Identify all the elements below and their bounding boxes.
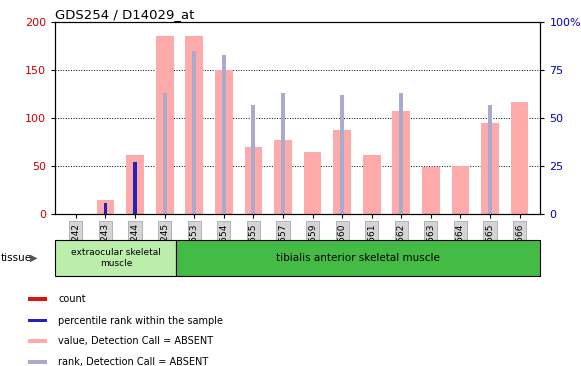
- Bar: [252, 105, 255, 214]
- Bar: [222, 55, 226, 214]
- Bar: [274, 140, 292, 214]
- Bar: [392, 111, 410, 214]
- Bar: [185, 36, 203, 214]
- Bar: [481, 123, 499, 214]
- Bar: [28, 339, 48, 343]
- Bar: [126, 154, 144, 214]
- Bar: [304, 152, 321, 214]
- Bar: [96, 200, 114, 214]
- Bar: [245, 147, 262, 214]
- Text: count: count: [58, 294, 86, 304]
- Text: tibialis anterior skeletal muscle: tibialis anterior skeletal muscle: [277, 253, 440, 263]
- Bar: [340, 95, 344, 214]
- Bar: [133, 162, 137, 214]
- Text: extraocular skeletal
muscle: extraocular skeletal muscle: [71, 248, 161, 268]
- Text: percentile rank within the sample: percentile rank within the sample: [58, 316, 223, 326]
- Text: ▶: ▶: [30, 253, 38, 263]
- Text: tissue: tissue: [1, 253, 33, 263]
- Bar: [451, 166, 469, 214]
- Text: rank, Detection Call = ABSENT: rank, Detection Call = ABSENT: [58, 357, 209, 366]
- Bar: [103, 203, 107, 214]
- Bar: [215, 70, 232, 214]
- Bar: [399, 93, 403, 214]
- Bar: [363, 154, 381, 214]
- Bar: [422, 167, 440, 214]
- Bar: [55, 240, 177, 276]
- Text: value, Detection Call = ABSENT: value, Detection Call = ABSENT: [58, 336, 213, 346]
- Bar: [28, 319, 48, 322]
- Bar: [511, 102, 529, 214]
- Bar: [488, 105, 492, 214]
- Bar: [163, 93, 167, 214]
- Bar: [28, 297, 48, 301]
- Bar: [281, 93, 285, 214]
- Bar: [156, 36, 174, 214]
- Bar: [28, 360, 48, 363]
- Bar: [333, 130, 351, 214]
- Bar: [192, 51, 196, 214]
- Bar: [177, 240, 540, 276]
- Text: GDS254 / D14029_at: GDS254 / D14029_at: [55, 8, 195, 21]
